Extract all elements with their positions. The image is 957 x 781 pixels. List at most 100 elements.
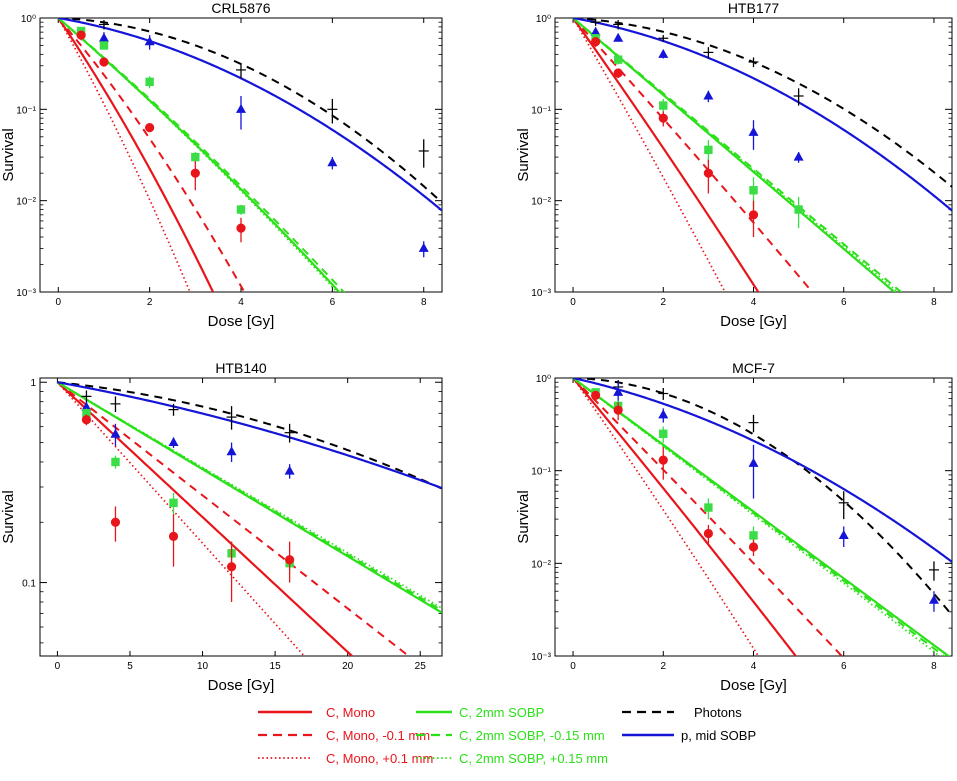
- legend-label-c-mono: C, Mono: [326, 705, 375, 720]
- carbon-mono-point: [285, 555, 295, 565]
- y-tick-label: 10⁻¹: [531, 105, 551, 116]
- proton-point: [658, 48, 669, 58]
- proton-point: [144, 36, 155, 46]
- y-tick-label: 10⁰: [536, 14, 551, 25]
- proton-point: [327, 157, 338, 167]
- x-axis-label: Dose [Gy]: [208, 313, 275, 330]
- carbon-mono-point: [591, 390, 601, 400]
- carbon-mono-point: [613, 68, 623, 78]
- panel-crl5876: CRL5876 0 2 4 6 8 10⁰ 10⁻¹ 10⁻² 10⁻³ Dose [Gy] Surv…: [0, 0, 443, 330]
- legend-label-c-sobp-plus: C, 2mm SOBP, +0.15 mm: [459, 751, 608, 766]
- proton-point: [613, 386, 624, 396]
- carbon-sobp-point: [145, 77, 154, 87]
- y-axis-label: Survival: [515, 490, 532, 543]
- x-tick-label: 0: [55, 297, 61, 308]
- x-tick-label: 15: [270, 661, 282, 672]
- x-tick-label: 6: [841, 661, 847, 672]
- x-tick-label: 2: [660, 661, 666, 672]
- x-tick-label: 4: [238, 297, 244, 308]
- curve-c-mono: [56, 381, 354, 656]
- carbon-mono-point: [99, 57, 109, 67]
- legend-label-c-sobp: C, 2mm SOBP: [459, 705, 544, 720]
- y-tick-label: 10⁻¹: [16, 105, 36, 116]
- carbon-sobp-point: [749, 531, 758, 540]
- x-tick-label: 5: [127, 661, 133, 672]
- curve-c-sobp-plus: [572, 18, 899, 292]
- x-tick-label: 6: [330, 297, 336, 308]
- proton-point: [110, 428, 121, 438]
- x-tick-label: 0: [570, 297, 576, 308]
- curve-c-mono: [572, 18, 760, 292]
- y-tick-label: 10⁻¹: [531, 467, 551, 478]
- carbon-sobp-point: [191, 152, 200, 162]
- legend-c-sobp: C, 2mm SOBP: [416, 705, 544, 720]
- y-tick-label: 10⁰: [21, 14, 36, 25]
- panel-htb140: HTB140 0 5 10 15 20 25 1 0.1 Dose [Gy] Survival: [0, 360, 443, 694]
- legend-p-sobp: p, mid SOBP: [622, 728, 756, 743]
- proton-point: [928, 594, 939, 604]
- plot-area: [56, 381, 442, 656]
- carbon-sobp-point: [111, 457, 120, 467]
- x-tick-label: 25: [415, 661, 427, 672]
- x-tick-label: 8: [931, 661, 937, 672]
- proton-point: [418, 242, 429, 252]
- carbon-mono-point: [703, 528, 713, 539]
- panel-title: HTB140: [215, 360, 267, 376]
- carbon-mono-point: [703, 168, 713, 178]
- carbon-mono-point: [226, 562, 237, 572]
- carbon-mono-point: [658, 455, 668, 465]
- x-tick-label: 2: [147, 297, 153, 308]
- y-tick-label: 10⁻²: [531, 559, 551, 570]
- legend: C, Mono C, Mono, -0.1 mm C, Mono, +0.1 m…: [258, 705, 756, 766]
- x-tick-label: 8: [931, 297, 937, 308]
- curve-p-sobp: [57, 381, 442, 490]
- panel-htb177: HTB177 0 2 4 6 8 10⁰ 10⁻¹ 10⁻² 10⁻³ Dose [Gy] Survi…: [515, 0, 953, 330]
- carbon-sobp-point: [659, 101, 668, 110]
- plot-frame: [39, 17, 443, 293]
- legend-c-mono: C, Mono: [258, 705, 375, 720]
- carbon-sobp-point: [82, 409, 91, 418]
- carbon-sobp-point: [613, 55, 623, 64]
- y-tick-label: 10⁻²: [531, 197, 551, 208]
- curve-c-mono-minus: [572, 378, 844, 656]
- carbon-mono-point: [748, 210, 759, 220]
- proton-point: [838, 529, 849, 539]
- proton-point: [226, 446, 237, 456]
- x-axis-label: Dose [Gy]: [208, 677, 275, 694]
- carbon-mono-point: [168, 531, 179, 542]
- legend-photons: Photons: [622, 705, 742, 720]
- curve-p-sobp: [572, 18, 952, 212]
- proton-point: [284, 465, 295, 475]
- proton-point: [81, 401, 92, 411]
- curve-c-mono-minus: [57, 18, 246, 292]
- curve-c-sobp: [572, 378, 951, 656]
- y-axis-label: Survival: [0, 490, 17, 543]
- x-tick-label: 20: [342, 661, 354, 672]
- x-axis-label: Dose [Gy]: [720, 313, 787, 330]
- curve-c-sobp-plus: [56, 381, 442, 609]
- carbon-mono-point: [591, 37, 601, 47]
- y-tick-label: 10⁻³: [531, 288, 551, 299]
- carbon-mono-point: [613, 405, 623, 415]
- curve-p-sobp: [58, 18, 442, 212]
- proton-point: [658, 409, 669, 419]
- carbon-sobp-point: [169, 498, 178, 508]
- y-tick-label: 10⁻³: [16, 288, 36, 299]
- curve-c-mono-plus: [57, 18, 191, 292]
- proton-point: [793, 151, 804, 161]
- legend-label-c-mono-plus: C, Mono, +0.1 mm: [326, 751, 433, 766]
- x-tick-label: 8: [421, 297, 427, 308]
- curve-c-mono-plus: [56, 381, 306, 656]
- panel-title: MCF-7: [732, 360, 775, 376]
- x-tick-label: 10: [197, 661, 209, 672]
- carbon-sobp-point: [236, 205, 246, 214]
- plot-area: [572, 18, 952, 292]
- curve-c-sobp: [57, 18, 341, 292]
- panel-title: CRL5876: [211, 0, 270, 16]
- curve-c-mono-plus: [572, 378, 760, 656]
- curve-c-sobp-minus: [57, 18, 346, 292]
- carbon-mono-point: [76, 30, 86, 40]
- legend-label-photons: Photons: [694, 705, 742, 720]
- carbon-mono-point: [658, 113, 668, 123]
